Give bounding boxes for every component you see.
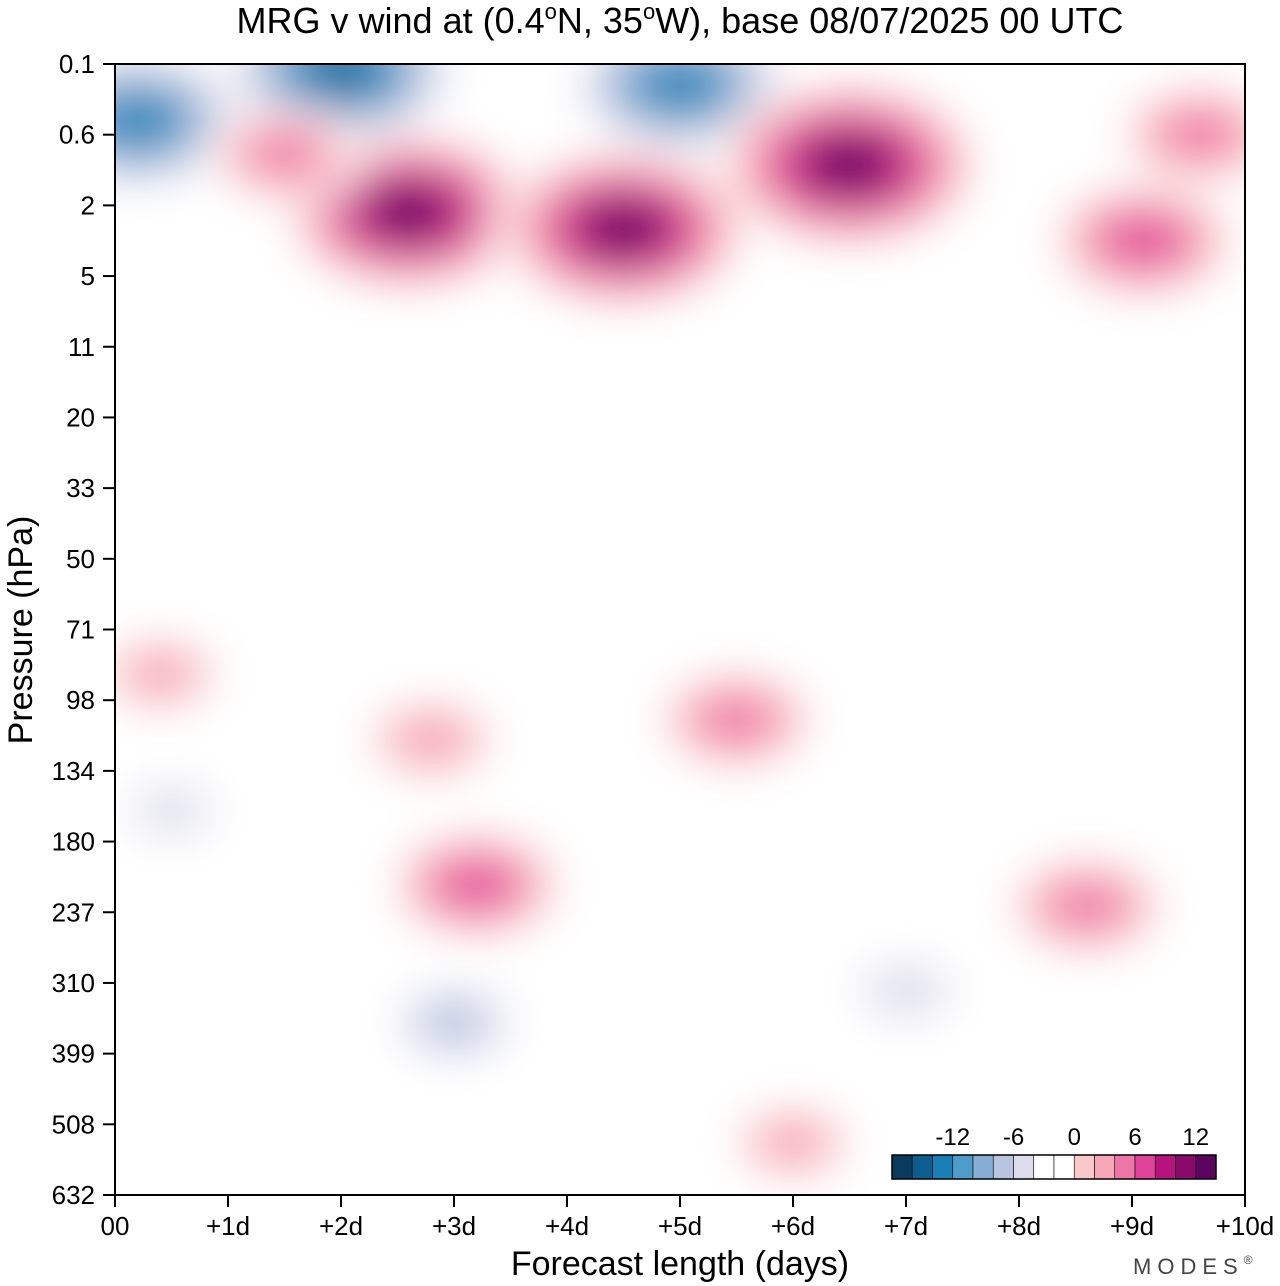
brand-mark: ®: [1244, 1253, 1259, 1267]
brand-name: MODES: [1133, 1254, 1244, 1279]
contour-region-13-2: [863, 965, 949, 1017]
colorbar-bin: [1013, 1154, 1035, 1180]
colorbar-bin: [952, 1154, 974, 1180]
title-part-1: MRG v wind at (0.4: [237, 0, 545, 41]
chart-title: MRG v wind at (0.4oN, 35oW), base 08/07/…: [237, 0, 1124, 41]
colorbar-bin: [1154, 1154, 1176, 1180]
y-tick-label: 33: [66, 473, 95, 503]
colorbar-bin: [1053, 1154, 1075, 1180]
title-degree-2: o: [643, 0, 655, 24]
y-axis: 0.1 0.6 2 5 11 20 33 50 71 98 134 180 237 310 399 508 63…: [52, 49, 115, 1210]
x-tick-label: +7d: [884, 1211, 928, 1241]
contour-region-3-8: [594, 210, 653, 248]
colorbar-bin: [972, 1154, 994, 1180]
y-tick-label: 0.6: [59, 120, 95, 150]
y-tick-label: 180: [52, 827, 95, 857]
contour-region-6-5: [1109, 220, 1177, 262]
x-tick-label: +6d: [771, 1211, 815, 1241]
title-part-2: N, 35: [557, 0, 643, 41]
y-tick-label: 2: [81, 190, 95, 220]
colorbar: -12 -6 0 6 12: [891, 1124, 1217, 1180]
y-tick-label: 11: [68, 332, 95, 362]
contour-region-11-4: [1051, 884, 1123, 928]
colorbar-tick-label: 6: [1128, 1124, 1141, 1151]
colorbar-bin: [891, 1154, 913, 1180]
y-tick-label: 310: [52, 968, 95, 998]
colorbar-bin: [932, 1154, 954, 1180]
x-tick-label: +5d: [658, 1211, 702, 1241]
colorbar-bin: [1175, 1154, 1197, 1180]
x-tick-label: +1d: [206, 1211, 250, 1241]
y-axis-label: Pressure (hPa): [2, 516, 40, 745]
contour-region-9-5: [445, 865, 508, 905]
x-tick-label: +8d: [997, 1211, 1041, 1241]
colorbar-bin: [911, 1154, 933, 1180]
colorbar-bin: [1033, 1154, 1055, 1180]
y-tick-label: 508: [52, 1109, 95, 1139]
x-axis: 00 +1d +2d +3d +4d +5d +6d +7d +8d +9d +10d: [101, 1195, 1275, 1241]
y-tick-label: 399: [52, 1039, 95, 1069]
title-degree-1: o: [545, 0, 557, 24]
y-tick-label: 71: [66, 615, 95, 645]
y-tick-label: 237: [52, 897, 95, 927]
y-tick-label: 5: [81, 261, 95, 291]
contour-region-2-8: [379, 194, 438, 231]
y-tick-label: 632: [52, 1180, 95, 1210]
colorbar-bin: [1073, 1154, 1095, 1180]
y-tick-label: 98: [66, 685, 95, 715]
colorbar-bin: [1195, 1154, 1217, 1180]
x-axis-label: Forecast length (days): [511, 1245, 849, 1283]
colorbar-tick-label: -12: [935, 1124, 970, 1151]
contour-region-4-6: [648, 65, 712, 106]
colorbar-bin: [1134, 1154, 1156, 1180]
contour-region-7-4: [1164, 113, 1236, 157]
contour-region-12-3: [419, 1001, 489, 1044]
contour-region-10-4: [701, 698, 772, 742]
x-tick-label: +4d: [545, 1211, 589, 1241]
colorbar-frame: [891, 1154, 1217, 1180]
title-part-3: W), base 08/07/2025 00 UTC: [655, 0, 1123, 41]
colorbar-bin: [1114, 1154, 1136, 1180]
contour-region-5-8: [819, 145, 880, 185]
colorbar-bin: [1094, 1154, 1116, 1180]
contour-region-17-3: [393, 716, 470, 763]
contour-region-15-2: [132, 788, 211, 834]
colorbar-bin: [992, 1154, 1014, 1180]
x-tick-label: +2d: [319, 1211, 363, 1241]
contour-field: [115, 64, 1245, 1185]
y-tick-label: 0.1: [59, 49, 95, 79]
contour-region-14-3: [758, 1121, 828, 1164]
x-tick-label: +3d: [432, 1211, 476, 1241]
y-tick-label: 134: [52, 756, 95, 786]
contour-region-0-6: [115, 100, 170, 141]
colorbar-tick-label: -6: [1003, 1124, 1024, 1151]
contour-region-16-3: [125, 653, 196, 696]
x-tick-label: +10d: [1216, 1211, 1275, 1241]
y-tick-label: 50: [66, 544, 95, 574]
contour-region-8-4: [251, 134, 318, 175]
modes-logo: MODES®: [1133, 1253, 1259, 1279]
x-tick-label: +9d: [1110, 1211, 1154, 1241]
contour-region-1-7: [311, 64, 371, 90]
colorbar-tick-label: 12: [1182, 1124, 1209, 1151]
y-tick-label: 20: [66, 402, 95, 432]
x-tick-label: 00: [101, 1211, 130, 1241]
colorbar-tick-label: 0: [1068, 1124, 1081, 1151]
